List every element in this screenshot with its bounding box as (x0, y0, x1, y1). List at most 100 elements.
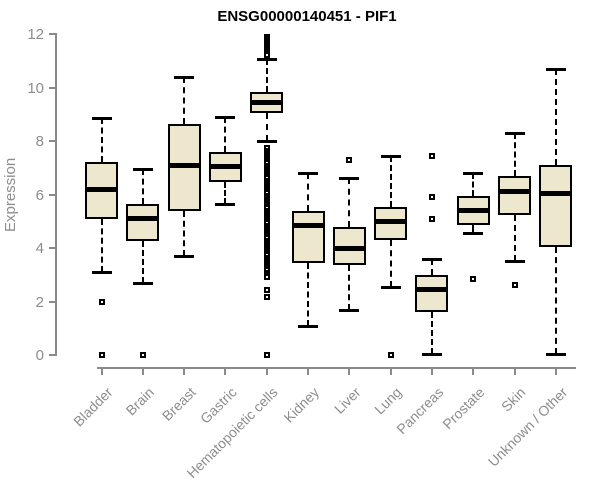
upper-whisker-cap (298, 172, 318, 176)
iqr-box (291, 210, 325, 263)
median-line (126, 216, 160, 222)
y-axis-tick (49, 140, 56, 142)
upper-whisker (430, 258, 433, 275)
lower-whisker-cap (545, 352, 566, 356)
y-axis-line (55, 33, 57, 356)
iqr-box (415, 274, 449, 313)
outlier-point (470, 275, 477, 282)
outlier-point (511, 282, 518, 289)
lower-whisker (100, 218, 103, 273)
x-axis-tick (183, 369, 186, 375)
lower-whisker-cap (215, 202, 236, 206)
lower-whisker-cap (380, 285, 401, 289)
lower-whisker-cap (174, 255, 195, 259)
x-tick-label: Bladder (70, 384, 116, 430)
median-line (498, 189, 531, 195)
upper-whisker-cap (215, 115, 236, 119)
upper-whisker-cap (504, 131, 525, 135)
upper-whisker (224, 116, 227, 152)
median-line (85, 186, 118, 192)
y-tick-label: 8 (35, 133, 44, 150)
upper-whisker-cap (463, 172, 484, 176)
median-line (250, 99, 284, 105)
outlier-point (263, 286, 270, 293)
x-axis-tick (265, 369, 268, 375)
x-axis-tick (141, 369, 144, 375)
y-tick-label: 2 (35, 293, 44, 311)
lower-whisker (224, 182, 227, 204)
lower-whisker-cap (91, 271, 112, 275)
median-line (167, 162, 201, 168)
median-line (291, 222, 325, 228)
median-line (374, 218, 408, 224)
upper-whisker (183, 76, 186, 124)
y-tick-label: 6 (35, 186, 44, 204)
outlier-point (387, 352, 394, 358)
x-tick-label: Liver (330, 384, 364, 417)
median-line (208, 163, 242, 169)
iqr-box (539, 165, 573, 247)
outlier-point (428, 215, 435, 222)
y-axis-tick (49, 247, 56, 249)
median-line (539, 190, 573, 196)
lower-whisker (472, 225, 475, 234)
iqr-box (498, 175, 531, 215)
outlier-point (428, 194, 435, 201)
y-axis-tick (49, 354, 56, 356)
upper-whisker-cap (545, 67, 566, 71)
lower-whisker-cap (298, 324, 318, 328)
lower-whisker (307, 262, 309, 326)
x-tick-label: Skin (498, 384, 529, 415)
y-tick-label: 12 (27, 26, 44, 43)
lower-whisker (265, 112, 268, 141)
lower-whisker-cap (132, 281, 153, 285)
upper-whisker (389, 155, 392, 207)
upper-whisker (100, 118, 103, 163)
lower-whisker (554, 246, 557, 354)
outlier-point (98, 298, 105, 305)
outlier-point (263, 273, 270, 280)
y-tick-label: 0 (35, 347, 44, 364)
lower-whisker (348, 265, 351, 310)
lower-whisker (513, 214, 516, 262)
outlier-point (263, 52, 270, 59)
x-tick-label: Brain (122, 384, 158, 419)
upper-whisker-cap (91, 117, 112, 121)
upper-whisker (554, 68, 557, 166)
x-axis-tick (224, 369, 227, 375)
y-tick-label: 10 (27, 79, 44, 97)
median-line (415, 286, 449, 292)
upper-whisker-cap (339, 177, 360, 181)
lower-whisker-cap (256, 140, 277, 143)
outlier-point (263, 293, 270, 300)
upper-whisker-cap (256, 58, 277, 62)
lower-whisker (183, 210, 186, 257)
x-axis-tick (307, 369, 309, 375)
x-tick-label: Unknown / Other (484, 384, 571, 470)
median-line (456, 208, 490, 214)
x-axis-tick (100, 369, 103, 375)
median-line (332, 245, 366, 251)
upper-whisker (141, 169, 144, 204)
lower-whisker-cap (421, 352, 442, 356)
outlier-point (98, 352, 105, 358)
x-tick-label: Kidney (280, 384, 323, 426)
outlier-point (346, 156, 353, 163)
upper-whisker-cap (132, 168, 153, 172)
x-axis-tick (554, 369, 557, 375)
upper-whisker (307, 173, 309, 211)
upper-whisker-cap (380, 154, 401, 158)
upper-whisker (513, 132, 516, 176)
x-tick-label: Breast (158, 384, 199, 424)
upper-whisker-cap (174, 75, 195, 79)
upper-whisker-cap (421, 257, 442, 261)
lower-whisker-cap (339, 308, 360, 312)
x-axis-tick (430, 369, 433, 375)
x-axis-tick (513, 369, 516, 375)
x-tick-label: Prostate (439, 384, 488, 433)
lower-whisker (141, 241, 144, 283)
x-axis-tick (472, 369, 475, 375)
lower-whisker (389, 239, 392, 287)
